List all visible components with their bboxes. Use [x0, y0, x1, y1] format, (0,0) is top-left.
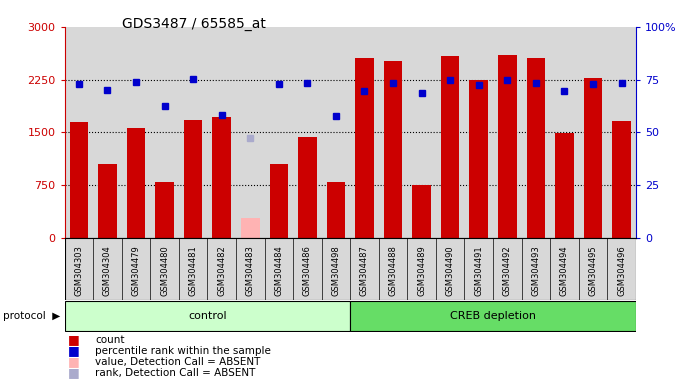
- Bar: [207, 27, 236, 238]
- Bar: [298, 137, 317, 238]
- Bar: [607, 27, 636, 238]
- Text: ■: ■: [68, 333, 80, 346]
- Text: rank, Detection Call = ABSENT: rank, Detection Call = ABSENT: [95, 368, 256, 378]
- Bar: [293, 27, 322, 238]
- Text: protocol  ▶: protocol ▶: [3, 311, 61, 321]
- Bar: [98, 164, 117, 238]
- Bar: [550, 238, 579, 300]
- Bar: [555, 133, 574, 238]
- Text: GSM304481: GSM304481: [188, 245, 198, 296]
- Text: GSM304498: GSM304498: [331, 245, 341, 296]
- Bar: [179, 27, 207, 238]
- Text: GSM304303: GSM304303: [74, 245, 84, 296]
- Bar: [436, 238, 464, 300]
- Bar: [93, 238, 122, 300]
- Bar: [579, 238, 607, 300]
- Bar: [155, 182, 174, 238]
- Bar: [607, 238, 636, 300]
- Bar: [407, 238, 436, 300]
- Text: GSM304480: GSM304480: [160, 245, 169, 296]
- Bar: [207, 238, 236, 300]
- Text: GSM304489: GSM304489: [417, 245, 426, 296]
- Bar: [126, 128, 146, 238]
- Text: GSM304493: GSM304493: [531, 245, 541, 296]
- Bar: [322, 27, 350, 238]
- Bar: [522, 27, 550, 238]
- Bar: [293, 238, 322, 300]
- Text: GSM304492: GSM304492: [503, 245, 512, 296]
- Text: GSM304484: GSM304484: [274, 245, 284, 296]
- Bar: [441, 56, 460, 238]
- Bar: [583, 78, 602, 238]
- Text: value, Detection Call = ABSENT: value, Detection Call = ABSENT: [95, 357, 260, 367]
- Text: CREB depletion: CREB depletion: [450, 311, 536, 321]
- Bar: [526, 58, 545, 238]
- Bar: [493, 27, 522, 238]
- Bar: [69, 122, 88, 238]
- Bar: [65, 301, 350, 331]
- Bar: [407, 27, 436, 238]
- Text: GSM304490: GSM304490: [445, 245, 455, 296]
- Bar: [384, 61, 403, 238]
- Bar: [612, 121, 631, 238]
- Bar: [379, 238, 407, 300]
- Bar: [350, 301, 636, 331]
- Text: GSM304483: GSM304483: [245, 245, 255, 296]
- Text: GSM304304: GSM304304: [103, 245, 112, 296]
- Bar: [493, 238, 522, 300]
- Bar: [265, 238, 293, 300]
- Bar: [579, 27, 607, 238]
- Bar: [464, 238, 493, 300]
- Bar: [236, 27, 265, 238]
- Text: GSM304479: GSM304479: [131, 245, 141, 296]
- Bar: [355, 58, 374, 238]
- Text: control: control: [188, 311, 226, 321]
- Bar: [150, 27, 179, 238]
- Bar: [326, 182, 345, 238]
- Bar: [464, 27, 493, 238]
- Text: GSM304494: GSM304494: [560, 245, 569, 296]
- Text: GDS3487 / 65585_at: GDS3487 / 65585_at: [122, 17, 267, 31]
- Bar: [184, 120, 203, 238]
- Text: GSM304487: GSM304487: [360, 245, 369, 296]
- Text: GSM304496: GSM304496: [617, 245, 626, 296]
- Bar: [350, 238, 379, 300]
- Text: ■: ■: [68, 366, 80, 379]
- Bar: [179, 238, 207, 300]
- Bar: [412, 185, 431, 238]
- Bar: [379, 27, 407, 238]
- Bar: [436, 27, 464, 238]
- Bar: [236, 238, 265, 300]
- Bar: [550, 27, 579, 238]
- Bar: [350, 27, 379, 238]
- Text: GSM304486: GSM304486: [303, 245, 312, 296]
- Bar: [122, 238, 150, 300]
- Bar: [93, 27, 122, 238]
- Bar: [241, 218, 260, 238]
- Bar: [212, 117, 231, 238]
- Text: GSM304495: GSM304495: [588, 245, 598, 296]
- Text: ■: ■: [68, 355, 80, 368]
- Bar: [522, 238, 550, 300]
- Bar: [269, 164, 288, 238]
- Bar: [150, 238, 179, 300]
- Bar: [65, 238, 93, 300]
- Bar: [322, 238, 350, 300]
- Bar: [469, 80, 488, 238]
- Text: GSM304491: GSM304491: [474, 245, 483, 296]
- Bar: [498, 55, 517, 238]
- Text: count: count: [95, 334, 124, 344]
- Text: ■: ■: [68, 344, 80, 357]
- Bar: [122, 27, 150, 238]
- Text: GSM304488: GSM304488: [388, 245, 398, 296]
- Text: GSM304482: GSM304482: [217, 245, 226, 296]
- Text: percentile rank within the sample: percentile rank within the sample: [95, 346, 271, 356]
- Bar: [65, 27, 93, 238]
- Bar: [265, 27, 293, 238]
